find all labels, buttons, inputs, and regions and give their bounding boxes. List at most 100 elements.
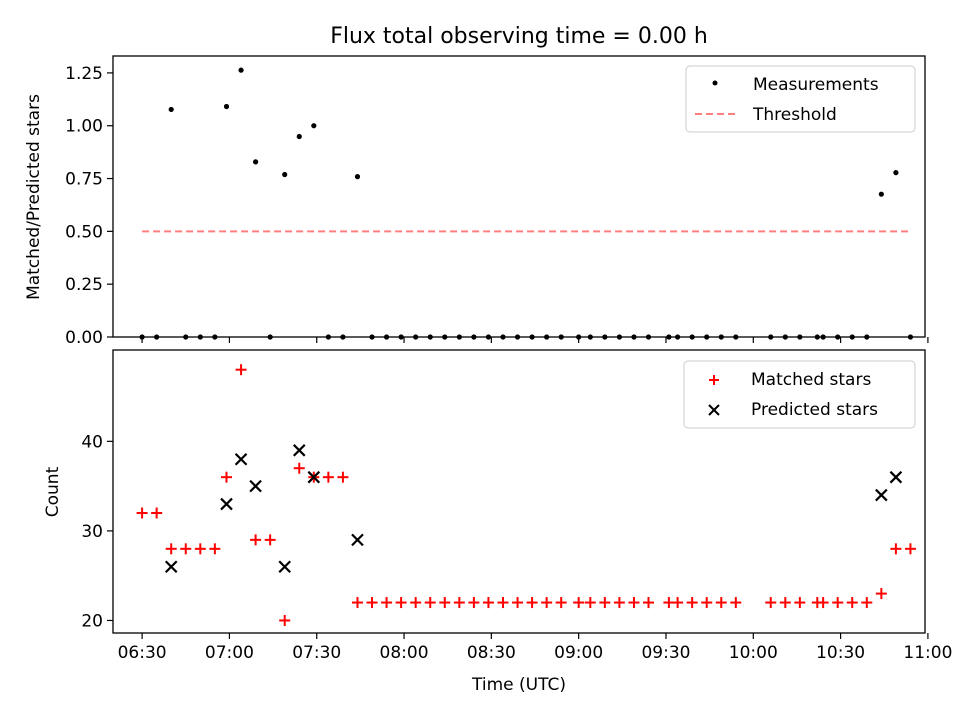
top-y-tick-label: 0.00 bbox=[65, 328, 103, 348]
legend-matched-marker bbox=[709, 375, 719, 385]
bottom-x-tick-label: 06:30 bbox=[118, 643, 167, 663]
matched-star-point bbox=[468, 597, 480, 609]
matched-star-point bbox=[765, 597, 777, 609]
bottom-x-tick-label: 10:00 bbox=[729, 643, 778, 663]
matched-star-point bbox=[541, 597, 553, 609]
matched-star-point bbox=[180, 543, 192, 555]
measurement-point bbox=[168, 106, 174, 113]
top-y-tick-label: 1.25 bbox=[65, 64, 103, 84]
bottom-x-tick-label: 08:30 bbox=[467, 643, 516, 663]
matched-star-point bbox=[701, 597, 713, 609]
measurement-point bbox=[878, 191, 884, 197]
predicted-star-point bbox=[278, 560, 291, 574]
predicted-x-b bbox=[875, 488, 888, 502]
bottom-y-tick-label: 30 bbox=[81, 522, 103, 542]
bottom-x-tick-label: 07:30 bbox=[292, 643, 341, 663]
matched-star-point bbox=[573, 597, 585, 609]
legend-threshold-label: Threshold bbox=[752, 105, 837, 125]
measurement-point bbox=[893, 170, 899, 176]
matched-star-point bbox=[584, 597, 596, 609]
matched-star-point bbox=[512, 597, 524, 609]
matched-star-point bbox=[439, 597, 451, 609]
top-axes-frame bbox=[112, 55, 926, 338]
matched-star-point bbox=[424, 597, 436, 609]
top-legend: Measurements Threshold bbox=[685, 65, 916, 133]
top-y-ticks: 0.00 0.25 0.50 0.75 1.00 1.25 bbox=[65, 64, 113, 348]
bottom-y-tick-label: 40 bbox=[81, 432, 103, 452]
matched-star-point bbox=[151, 507, 163, 519]
matched-star-point bbox=[794, 597, 806, 609]
measurement-point bbox=[282, 171, 288, 178]
matched-star-point bbox=[497, 597, 509, 609]
top-ylabel: Matched/Predicted stars bbox=[24, 94, 44, 300]
top-y-tick-label: 0.25 bbox=[65, 275, 103, 295]
matched-star-point bbox=[628, 597, 640, 609]
predicted-x-b bbox=[889, 470, 903, 484]
bottom-plot-area bbox=[136, 364, 916, 626]
legend-predicted-marker bbox=[708, 404, 720, 416]
measurement-point bbox=[311, 123, 317, 129]
matched-star-point bbox=[613, 597, 625, 609]
matched-star-point bbox=[875, 588, 887, 600]
matched-star-point bbox=[817, 597, 829, 609]
bottom-panel: 20 30 40 06:30 07:00 07:30 08:00 08:30 09:00 09:… bbox=[43, 349, 952, 695]
bottom-xlabel: Time (UTC) bbox=[471, 675, 566, 695]
legend-measurements-marker bbox=[712, 80, 718, 86]
matched-star-point bbox=[832, 597, 844, 609]
top-panel: 0.00 0.25 0.50 0.75 1.00 1.25 Matched/Predict… bbox=[24, 55, 929, 348]
bottom-x-tick-label: 07:00 bbox=[205, 643, 254, 663]
matched-star-point bbox=[194, 543, 206, 555]
predicted-star-point bbox=[889, 470, 903, 484]
bottom-y-ticks: 20 30 40 bbox=[81, 432, 113, 631]
predicted-star-point bbox=[234, 452, 248, 466]
matched-star-point bbox=[209, 543, 221, 555]
matched-star-point bbox=[555, 597, 567, 609]
bottom-x-tick-label: 10:30 bbox=[816, 643, 865, 663]
matched-star-point bbox=[395, 597, 407, 609]
matched-star-point bbox=[279, 614, 291, 626]
matched-star-point bbox=[904, 543, 916, 555]
matched-star-point bbox=[165, 543, 177, 555]
top-y-tick-label: 0.75 bbox=[65, 170, 103, 190]
matched-star-point bbox=[366, 597, 378, 609]
predicted-x-b bbox=[278, 560, 291, 574]
matched-star-point bbox=[381, 597, 393, 609]
bottom-legend-box bbox=[683, 360, 916, 429]
predicted-x-b bbox=[164, 560, 178, 574]
matched-star-point bbox=[136, 507, 148, 519]
top-y-tick-label: 1.00 bbox=[65, 117, 103, 137]
bottom-axes-frame bbox=[112, 349, 926, 634]
predicted-star-point bbox=[249, 479, 262, 493]
predicted-x-b bbox=[249, 479, 262, 493]
matched-star-point bbox=[482, 597, 494, 609]
top-x-ticks bbox=[141, 337, 929, 343]
legend-predicted-label: Predicted stars bbox=[751, 400, 878, 420]
measurement-point bbox=[253, 159, 259, 165]
matched-star-point bbox=[351, 597, 363, 609]
predicted-star-point bbox=[307, 470, 321, 484]
matched-star-point bbox=[221, 471, 233, 483]
bottom-x-tick-label: 08:00 bbox=[380, 643, 429, 663]
bottom-y-tick-label: 20 bbox=[81, 611, 103, 631]
matched-star-point bbox=[672, 597, 684, 609]
matched-star-point bbox=[861, 597, 873, 609]
top-y-tick-label: 0.50 bbox=[65, 222, 103, 242]
predicted-x-b bbox=[220, 497, 233, 511]
matched-star-point bbox=[322, 471, 334, 483]
matched-star-point bbox=[846, 597, 858, 609]
matched-star-point bbox=[526, 597, 538, 609]
bottom-x-tick-label: 11:00 bbox=[903, 643, 952, 663]
matched-star-point bbox=[643, 597, 655, 609]
measurement-point bbox=[238, 67, 244, 73]
matched-star-point bbox=[293, 462, 305, 474]
matched-star-point bbox=[250, 534, 262, 546]
bottom-x-tick-label: 09:30 bbox=[641, 643, 690, 663]
top-legend-box bbox=[685, 65, 916, 133]
bottom-x-ticks: 06:30 07:00 07:30 08:00 08:30 09:00 09:30 10:00… bbox=[118, 633, 952, 663]
predicted-star-point bbox=[164, 560, 178, 574]
matched-star-point bbox=[337, 471, 349, 483]
measurement-point bbox=[296, 133, 302, 140]
predicted-x-b bbox=[292, 444, 306, 457]
matched-star-point bbox=[453, 597, 465, 609]
